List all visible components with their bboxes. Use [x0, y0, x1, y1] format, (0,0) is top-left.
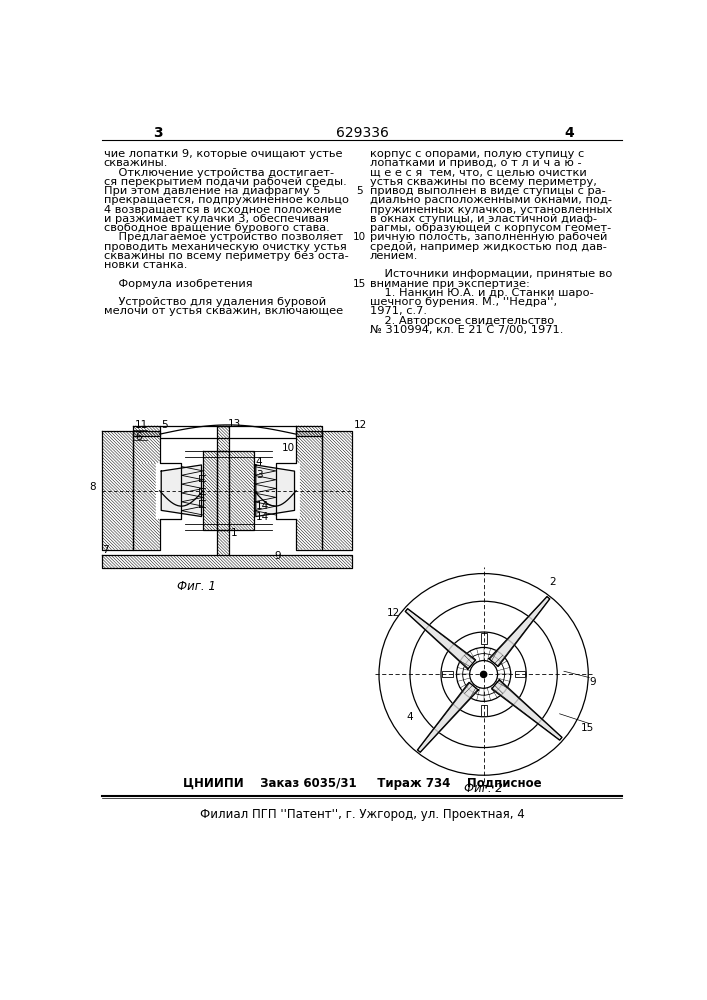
Text: диально расположенными окнами, под-: диально расположенными окнами, под- — [370, 195, 612, 205]
Text: мелочи от устья скважин, включающее: мелочи от устья скважин, включающее — [104, 306, 343, 316]
Text: прекращается, подпружиненное кольцо: прекращается, подпружиненное кольцо — [104, 195, 349, 205]
Text: 8: 8 — [90, 482, 96, 492]
Bar — [442, 671, 452, 677]
Polygon shape — [161, 465, 201, 517]
Text: 13: 13 — [228, 419, 241, 429]
Text: Устройство для удаления буровой: Устройство для удаления буровой — [104, 297, 326, 307]
Text: № 310994, кл. Е 21 С 7/00, 1971.: № 310994, кл. Е 21 С 7/00, 1971. — [370, 325, 563, 335]
Text: Источники информации, принятые во: Источники информации, принятые во — [370, 269, 612, 279]
Text: чие лопатки 9, которые очищают устье: чие лопатки 9, которые очищают устье — [104, 149, 342, 159]
Polygon shape — [491, 680, 562, 740]
Text: средой, например жидкостью под дав-: средой, например жидкостью под дав- — [370, 242, 607, 252]
Text: 10: 10 — [282, 443, 296, 453]
Bar — [515, 671, 525, 677]
Text: 4: 4 — [564, 126, 574, 140]
Text: 629336: 629336 — [336, 126, 388, 140]
Text: 3: 3 — [153, 126, 163, 140]
Text: Отключение устройства достигает-: Отключение устройства достигает- — [104, 168, 334, 178]
Text: 14: 14 — [256, 512, 269, 522]
Text: 5: 5 — [161, 420, 168, 430]
Text: 2: 2 — [549, 577, 556, 587]
Polygon shape — [417, 682, 479, 752]
Text: 9: 9 — [590, 677, 597, 687]
Text: в окнах ступицы, и эластичной диаф-: в окнах ступицы, и эластичной диаф- — [370, 214, 597, 224]
Text: ричную полость, заполненную рабочей: ричную полость, заполненную рабочей — [370, 232, 607, 242]
Text: 7: 7 — [103, 545, 109, 555]
Text: рагмы, образующей с корпусом геомет-: рагмы, образующей с корпусом геомет- — [370, 223, 611, 233]
Text: 14: 14 — [256, 501, 269, 511]
Text: 6: 6 — [135, 432, 141, 442]
Text: 4: 4 — [256, 457, 262, 467]
Text: 1971, с.7.: 1971, с.7. — [370, 306, 427, 316]
Text: ЦНИИПИ    Заказ 6035/31     Тираж 734    Подписное: ЦНИИПИ Заказ 6035/31 Тираж 734 Подписное — [182, 777, 542, 790]
Text: новки станка.: новки станка. — [104, 260, 187, 270]
Text: 12: 12 — [354, 420, 367, 430]
Text: Формула изобретения: Формула изобретения — [104, 279, 252, 289]
Text: лением.: лением. — [370, 251, 418, 261]
Text: 1: 1 — [231, 528, 238, 538]
Text: лопатками и привод, о т л и ч а ю -: лопатками и привод, о т л и ч а ю - — [370, 158, 581, 168]
Text: 3: 3 — [256, 470, 262, 480]
Text: пружиненных кулачков, установленных: пружиненных кулачков, установленных — [370, 205, 612, 215]
Text: шечного бурения. М., ''Недра'',: шечного бурения. М., ''Недра'', — [370, 297, 557, 307]
Circle shape — [481, 671, 486, 677]
Text: привод выполнен в виде ступицы с ра-: привод выполнен в виде ступицы с ра- — [370, 186, 605, 196]
Text: При этом давление на диафрагму 5: При этом давление на диафрагму 5 — [104, 186, 320, 196]
Text: и разжимает кулачки 3, обеспечивая: и разжимает кулачки 3, обеспечивая — [104, 214, 329, 224]
Text: скважины.: скважины. — [104, 158, 168, 168]
Text: Предлагаемое устройство позволяет: Предлагаемое устройство позволяет — [104, 232, 343, 242]
Text: 5: 5 — [356, 186, 363, 196]
Text: 4 возвращается в исходное положение: 4 возвращается в исходное положение — [104, 205, 341, 215]
Polygon shape — [489, 597, 550, 666]
Text: устья скважины по всему периметру,: устья скважины по всему периметру, — [370, 177, 597, 187]
Text: Филиал ПГП ''Патент'', г. Ужгород, ул. Проектная, 4: Филиал ПГП ''Патент'', г. Ужгород, ул. П… — [199, 808, 525, 821]
Bar — [481, 633, 486, 644]
Text: 15: 15 — [580, 723, 594, 733]
Text: проводить механическую очистку устья: проводить механическую очистку устья — [104, 242, 346, 252]
Text: ся перекрытием подачи рабочей среды.: ся перекрытием подачи рабочей среды. — [104, 177, 346, 187]
Text: 12: 12 — [387, 608, 400, 618]
Text: свободное вращение бурового става.: свободное вращение бурового става. — [104, 223, 329, 233]
Text: щ е е с я  тем, что, с целью очистки: щ е е с я тем, что, с целью очистки — [370, 168, 586, 178]
Text: 11: 11 — [135, 420, 148, 430]
Polygon shape — [405, 609, 476, 669]
Text: 4: 4 — [406, 712, 413, 722]
Text: 1. Нанкин Ю.А. и др. Станки шаро-: 1. Нанкин Ю.А. и др. Станки шаро- — [370, 288, 593, 298]
Text: корпус с опорами, полую ступицу с: корпус с опорами, полую ступицу с — [370, 149, 584, 159]
Text: Фиг. 2: Фиг. 2 — [464, 782, 503, 795]
Text: внимание при экспертизе:: внимание при экспертизе: — [370, 279, 530, 289]
Polygon shape — [256, 465, 295, 517]
Text: Фиг. 1: Фиг. 1 — [177, 580, 216, 593]
Text: скважины по всему периметру без оста-: скважины по всему периметру без оста- — [104, 251, 349, 261]
Text: 10: 10 — [353, 232, 366, 242]
Text: 9: 9 — [274, 551, 281, 561]
Bar — [481, 705, 486, 716]
Text: 15: 15 — [353, 279, 366, 289]
Text: 2. Авторское свидетельство: 2. Авторское свидетельство — [370, 316, 554, 326]
